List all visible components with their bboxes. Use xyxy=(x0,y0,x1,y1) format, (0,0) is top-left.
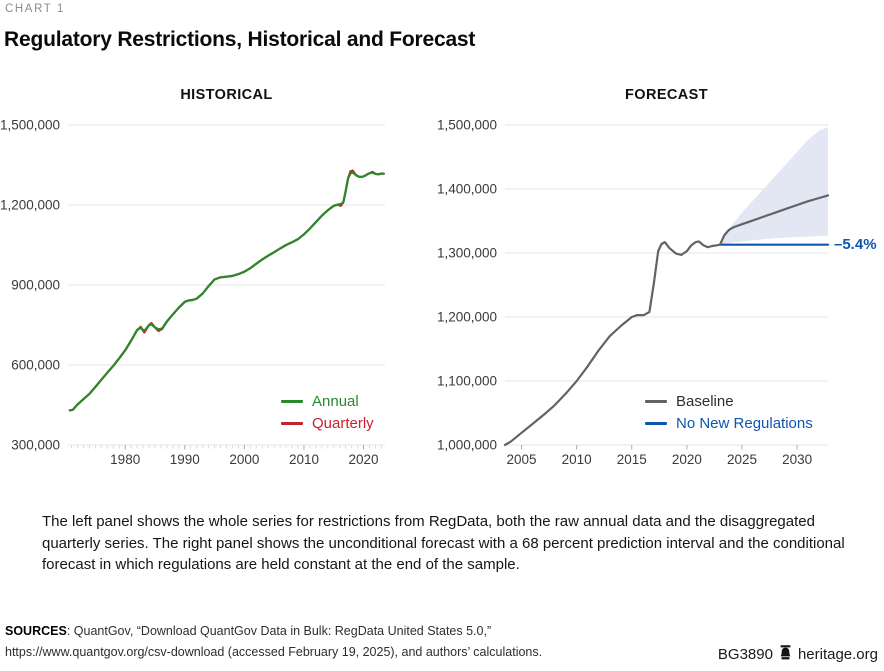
svg-text:300,000: 300,000 xyxy=(11,438,60,453)
quarterly-label: Quarterly xyxy=(312,414,374,432)
sources-text: : QuantGov, “Download QuantGov Data in B… xyxy=(66,624,492,638)
svg-text:600,000: 600,000 xyxy=(11,358,60,373)
site-name: heritage.org xyxy=(797,646,878,663)
chart-number: CHART 1 xyxy=(5,3,65,15)
svg-text:2000: 2000 xyxy=(229,452,259,467)
forecast-panel-title: FORECAST xyxy=(625,87,708,103)
historical-legend: Annual Quarterly xyxy=(281,390,374,434)
svg-text:2005: 2005 xyxy=(507,452,537,467)
svg-text:1,500,000: 1,500,000 xyxy=(437,118,497,133)
legend-item-baseline: Baseline xyxy=(645,390,813,412)
sources-line-2: https://www.quantgov.org/csv-download (a… xyxy=(5,645,543,659)
svg-text:2030: 2030 xyxy=(782,452,812,467)
svg-text:2010: 2010 xyxy=(562,452,592,467)
svg-text:1,000,000: 1,000,000 xyxy=(437,438,497,453)
svg-text:1980: 1980 xyxy=(110,452,140,467)
annual-label: Annual xyxy=(312,392,359,410)
svg-text:1,200,000: 1,200,000 xyxy=(0,198,60,213)
charts-canvas: 1,500,000 1,200,000 900,000 600,000 300,000 1… xyxy=(0,118,830,467)
svg-text:1,500,000: 1,500,000 xyxy=(0,118,60,133)
page-title: Regulatory Restrictions, Historical and … xyxy=(4,28,476,51)
svg-text:2020: 2020 xyxy=(349,452,379,467)
svg-text:1,100,000: 1,100,000 xyxy=(437,374,497,389)
svg-text:1,400,000: 1,400,000 xyxy=(437,182,497,197)
no-new-regulations-label: No New Regulations xyxy=(676,414,813,432)
historical-panel-title: HISTORICAL xyxy=(180,87,273,103)
sources-label: SOURCES xyxy=(5,624,67,638)
annual-line-swatch xyxy=(281,399,303,403)
svg-text:1,300,000: 1,300,000 xyxy=(437,246,497,261)
baseline-line-swatch xyxy=(645,399,667,403)
document-id: BG3890 xyxy=(717,646,773,663)
svg-text:2010: 2010 xyxy=(289,452,319,467)
sources-block: SOURCES: QuantGov, “Download QuantGov Da… xyxy=(5,621,725,663)
liberty-bell-icon xyxy=(779,645,792,664)
legend-item-quarterly: Quarterly xyxy=(281,412,374,434)
forecast-legend: Baseline No New Regulations xyxy=(645,390,813,434)
svg-text:1990: 1990 xyxy=(170,452,200,467)
pct-change-annotation: –5.4% xyxy=(834,236,877,253)
no-new-regulations-line-swatch xyxy=(645,421,667,425)
legend-item-annual: Annual xyxy=(281,390,374,412)
svg-text:2025: 2025 xyxy=(727,452,757,467)
svg-text:2015: 2015 xyxy=(617,452,647,467)
sources-line-1: SOURCES: QuantGov, “Download QuantGov Da… xyxy=(5,621,725,642)
footer: BG3890 heritage.org xyxy=(718,645,878,664)
svg-text:1,200,000: 1,200,000 xyxy=(437,310,497,325)
legend-item-no-new-regulations: No New Regulations xyxy=(645,412,813,434)
chart-note: The left panel shows the whole series fo… xyxy=(42,513,845,573)
quarterly-line-swatch xyxy=(281,421,303,425)
svg-text:2020: 2020 xyxy=(672,452,702,467)
svg-text:900,000: 900,000 xyxy=(11,278,60,293)
baseline-label: Baseline xyxy=(676,392,734,410)
